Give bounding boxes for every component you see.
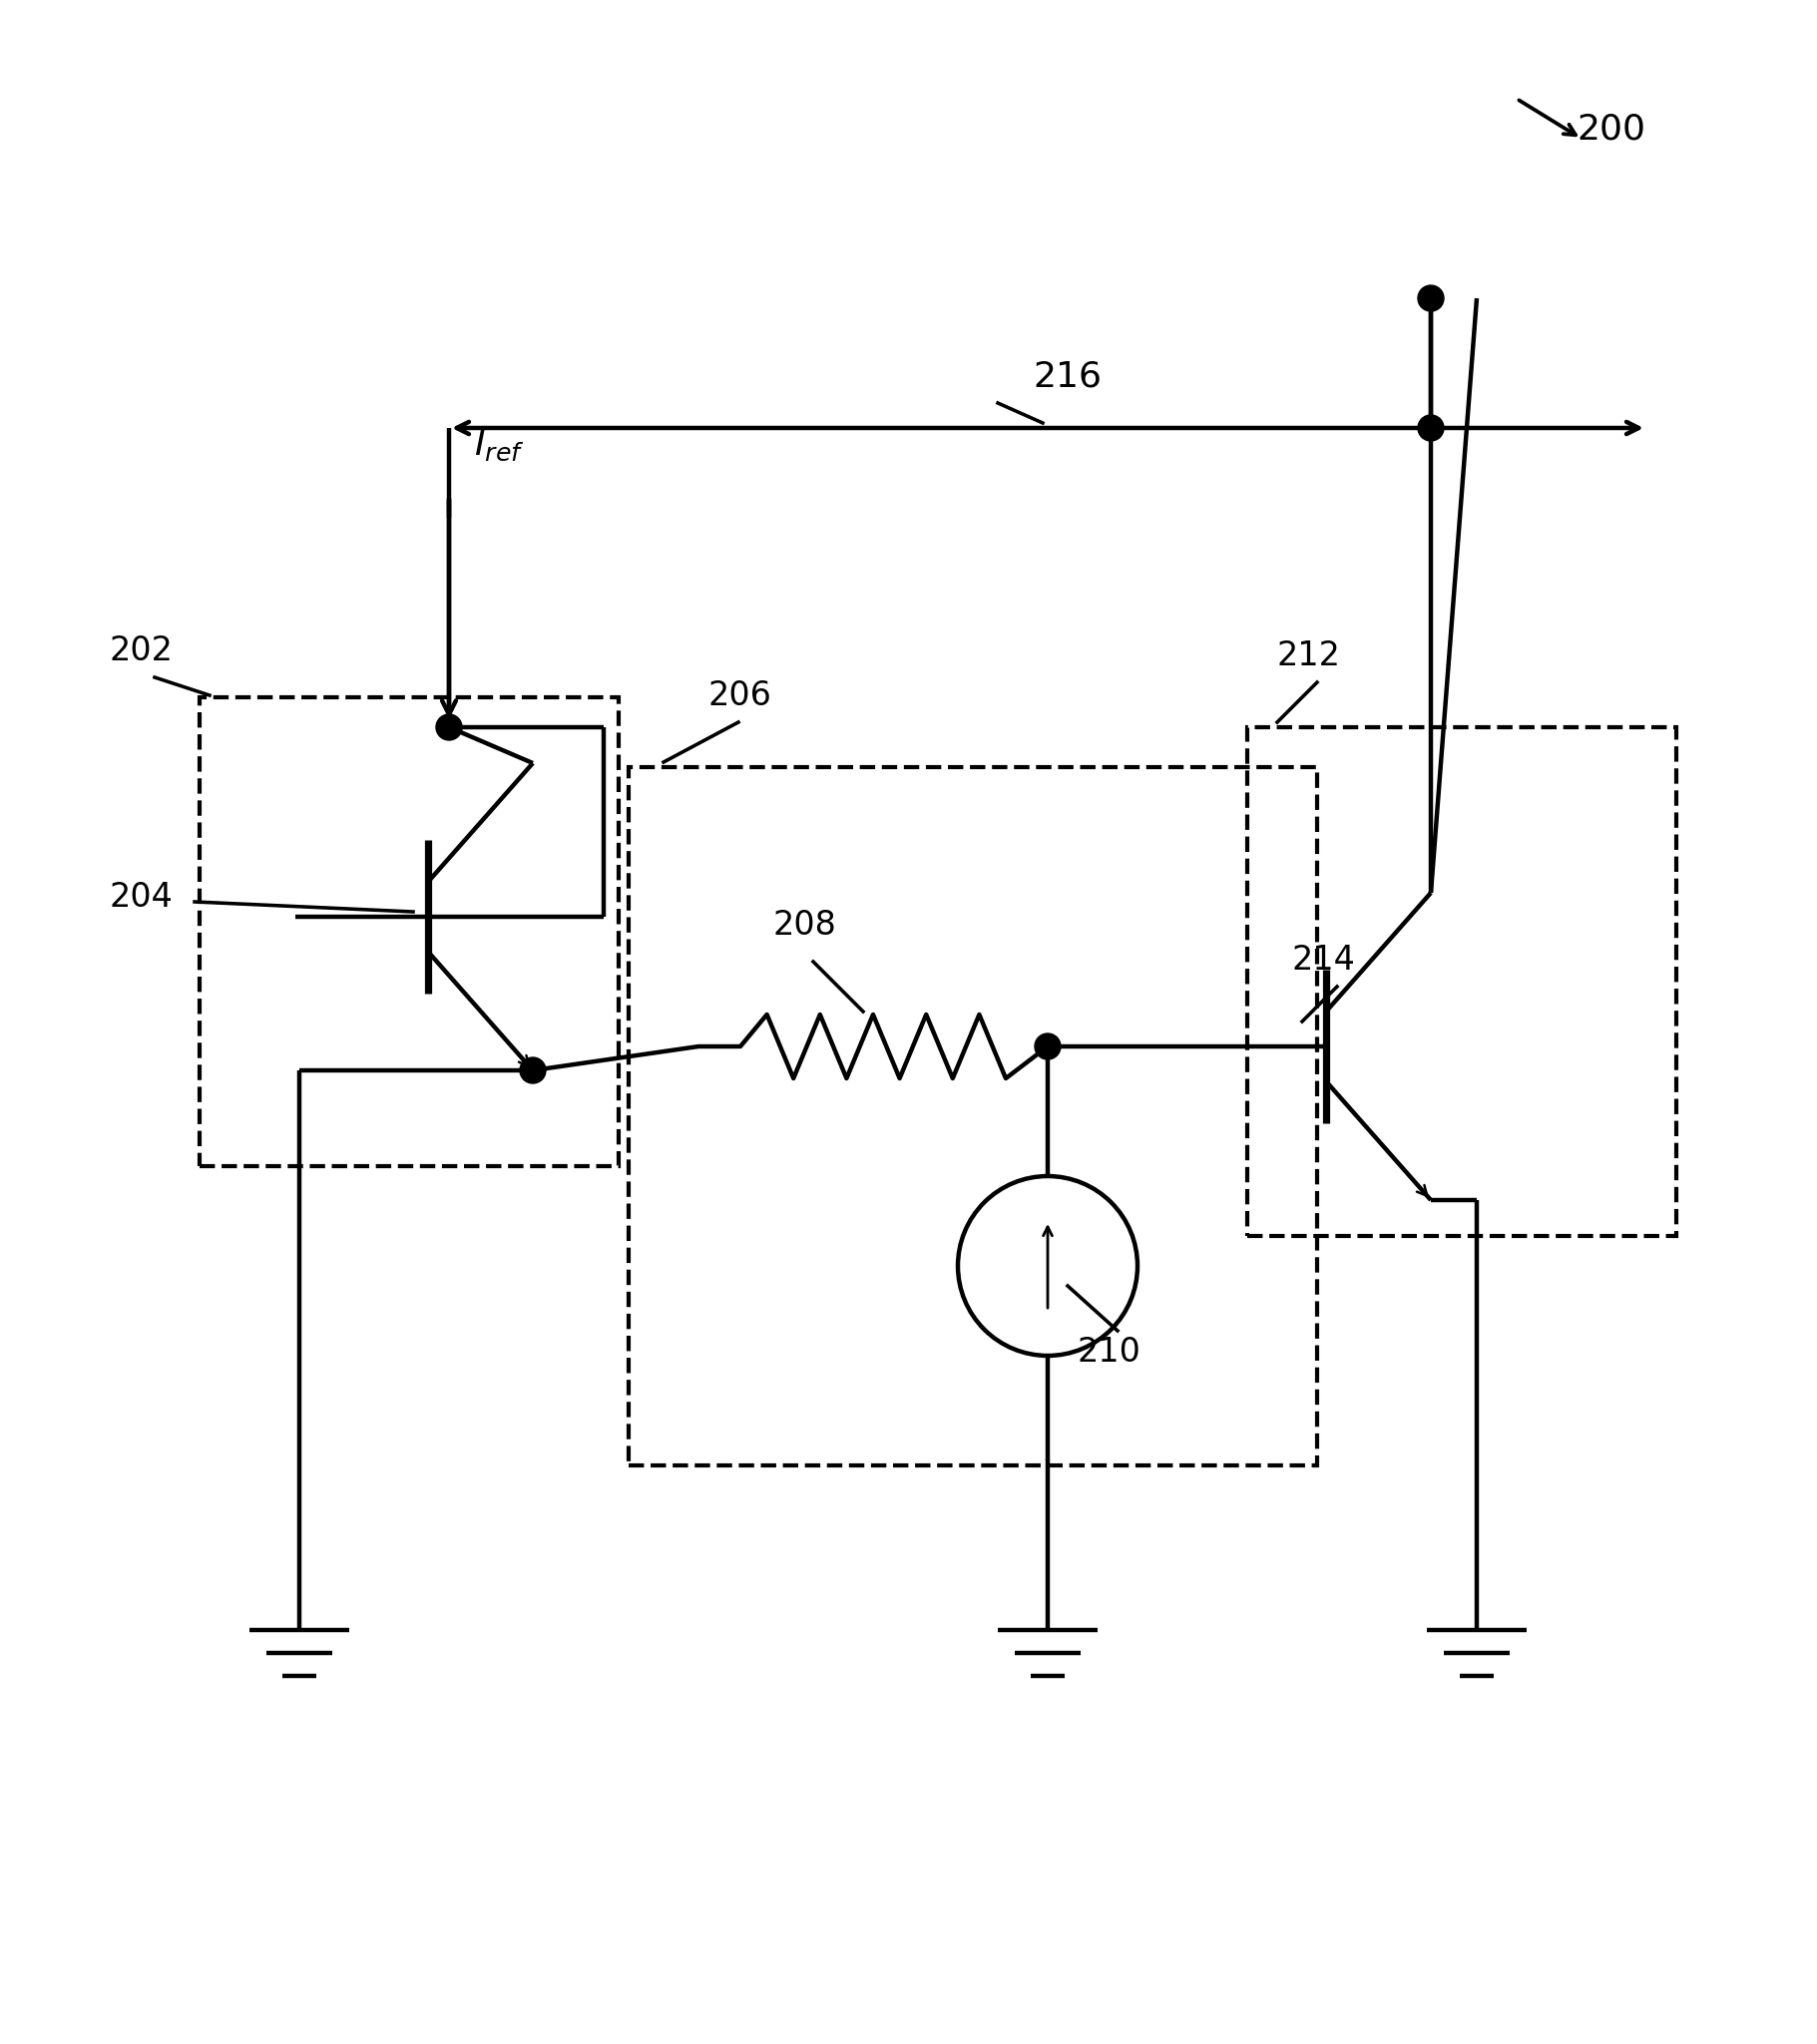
- Text: 204: 204: [109, 881, 173, 914]
- Text: 202: 202: [109, 634, 174, 668]
- Text: 212: 212: [1277, 640, 1341, 672]
- Circle shape: [520, 1057, 545, 1083]
- Circle shape: [1417, 415, 1445, 442]
- Text: 210: 210: [1077, 1335, 1141, 1369]
- Text: 200: 200: [1577, 112, 1646, 145]
- Text: 214: 214: [1292, 944, 1355, 977]
- Text: $I_{ref}$: $I_{ref}$: [474, 427, 525, 462]
- Text: 216: 216: [1034, 360, 1103, 392]
- Circle shape: [436, 713, 462, 740]
- Circle shape: [1034, 1034, 1061, 1059]
- Text: 206: 206: [709, 679, 772, 711]
- Text: 208: 208: [774, 910, 838, 942]
- Circle shape: [1417, 286, 1445, 311]
